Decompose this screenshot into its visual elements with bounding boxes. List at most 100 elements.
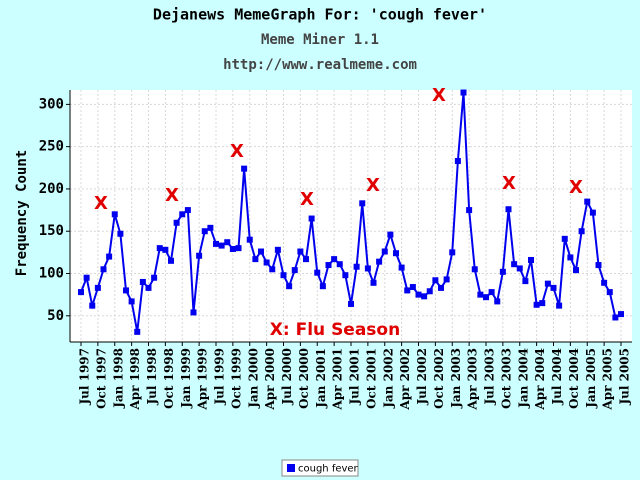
x-tick-label: Jul 2004 <box>550 348 564 406</box>
data-point <box>235 245 242 252</box>
chart-title: Dejanews MemeGraph For: 'cough fever' <box>153 6 487 24</box>
data-point <box>376 258 383 265</box>
data-point <box>303 256 309 263</box>
data-point <box>359 200 366 207</box>
x-tick-label: Apr 2005 <box>601 348 615 411</box>
data-point <box>151 274 158 281</box>
data-point <box>336 261 343 268</box>
data-point <box>342 272 349 279</box>
data-point <box>246 236 253 243</box>
x-tick-label: Jan 2003 <box>449 348 463 409</box>
data-point <box>168 257 174 264</box>
data-point <box>308 215 315 222</box>
x-tick-label: Apr 2003 <box>466 348 480 411</box>
data-point <box>325 262 332 269</box>
y-tick-label: 300 <box>39 96 64 112</box>
x-tick-label: Apr 2002 <box>398 348 412 411</box>
data-point <box>573 267 579 274</box>
x-tick-label: Jul 2003 <box>483 348 497 406</box>
data-point <box>78 289 84 296</box>
x-tick-label: Jul 1997 <box>78 348 92 406</box>
data-point <box>213 240 219 247</box>
annotation: X <box>502 173 516 194</box>
data-point <box>578 228 585 235</box>
y-tick-label: 150 <box>39 223 64 239</box>
data-point <box>404 287 411 294</box>
data-point <box>499 268 506 275</box>
data-point <box>567 254 574 261</box>
data-point <box>601 279 608 286</box>
data-point <box>387 231 394 238</box>
data-point <box>471 266 478 273</box>
data-point <box>331 256 338 263</box>
annotation: X: Flu Season <box>270 320 400 340</box>
data-point <box>139 278 146 285</box>
x-tick-label: Oct 2001 <box>364 348 378 409</box>
x-tick-label: Oct 2003 <box>499 348 513 409</box>
data-point <box>179 211 186 218</box>
y-tick-label: 200 <box>39 181 64 197</box>
data-point <box>319 283 326 290</box>
data-point <box>370 279 377 286</box>
chart-url: http://www.realmeme.com <box>223 57 417 73</box>
annotation: X <box>432 85 446 106</box>
data-point <box>393 250 399 257</box>
data-point <box>550 284 557 291</box>
x-tick-label: Apr 1999 <box>196 348 210 411</box>
data-point <box>505 206 512 213</box>
y-tick-label: 100 <box>39 266 64 282</box>
data-point <box>381 248 388 255</box>
legend-label: cough fever <box>298 464 359 475</box>
x-tick-label: Oct 1998 <box>162 348 176 409</box>
data-point <box>269 266 276 273</box>
data-point <box>173 219 180 226</box>
data-point <box>190 309 197 316</box>
data-point <box>89 302 96 309</box>
x-tick-label: Jul 2002 <box>415 348 429 406</box>
data-point <box>449 249 456 256</box>
x-tick-label: Oct 1999 <box>229 348 243 409</box>
x-tick-label: Oct 2002 <box>432 348 446 409</box>
data-point <box>533 301 540 308</box>
data-point <box>106 253 113 260</box>
x-tick-label: Apr 2004 <box>533 348 547 411</box>
data-point <box>516 265 523 272</box>
data-point <box>589 209 596 216</box>
chart-subtitle: Meme Miner 1.1 <box>261 32 379 48</box>
data-point <box>258 248 264 255</box>
data-point <box>201 228 208 235</box>
annotation: X <box>230 141 244 162</box>
data-point <box>196 252 203 259</box>
x-tick-label: Jul 1999 <box>213 348 227 406</box>
x-tick-label: Jul 1998 <box>145 348 159 406</box>
x-tick-label: Oct 1997 <box>94 348 108 409</box>
data-point <box>539 300 546 307</box>
data-point <box>595 262 602 269</box>
data-point <box>488 289 495 296</box>
x-tick-label: Oct 2004 <box>567 348 581 409</box>
data-point <box>348 300 354 307</box>
data-point <box>111 211 118 218</box>
data-point <box>94 284 101 291</box>
data-point <box>364 265 371 272</box>
data-point <box>263 259 270 266</box>
data-point <box>494 298 501 305</box>
data-point <box>145 284 152 291</box>
data-point <box>252 256 259 263</box>
data-point <box>466 207 473 214</box>
data-point <box>421 293 428 300</box>
data-point <box>184 207 191 214</box>
data-point <box>218 242 225 249</box>
data-point <box>454 158 461 165</box>
x-tick-label: Jan 2000 <box>246 348 260 409</box>
annotation: X <box>366 175 380 196</box>
data-point <box>438 284 444 291</box>
data-point <box>353 263 360 270</box>
data-point <box>618 311 624 318</box>
data-point <box>128 298 135 305</box>
data-point <box>162 246 169 253</box>
data-point <box>483 294 489 301</box>
data-point <box>415 291 422 298</box>
x-tick-label: Jan 2005 <box>584 348 598 409</box>
